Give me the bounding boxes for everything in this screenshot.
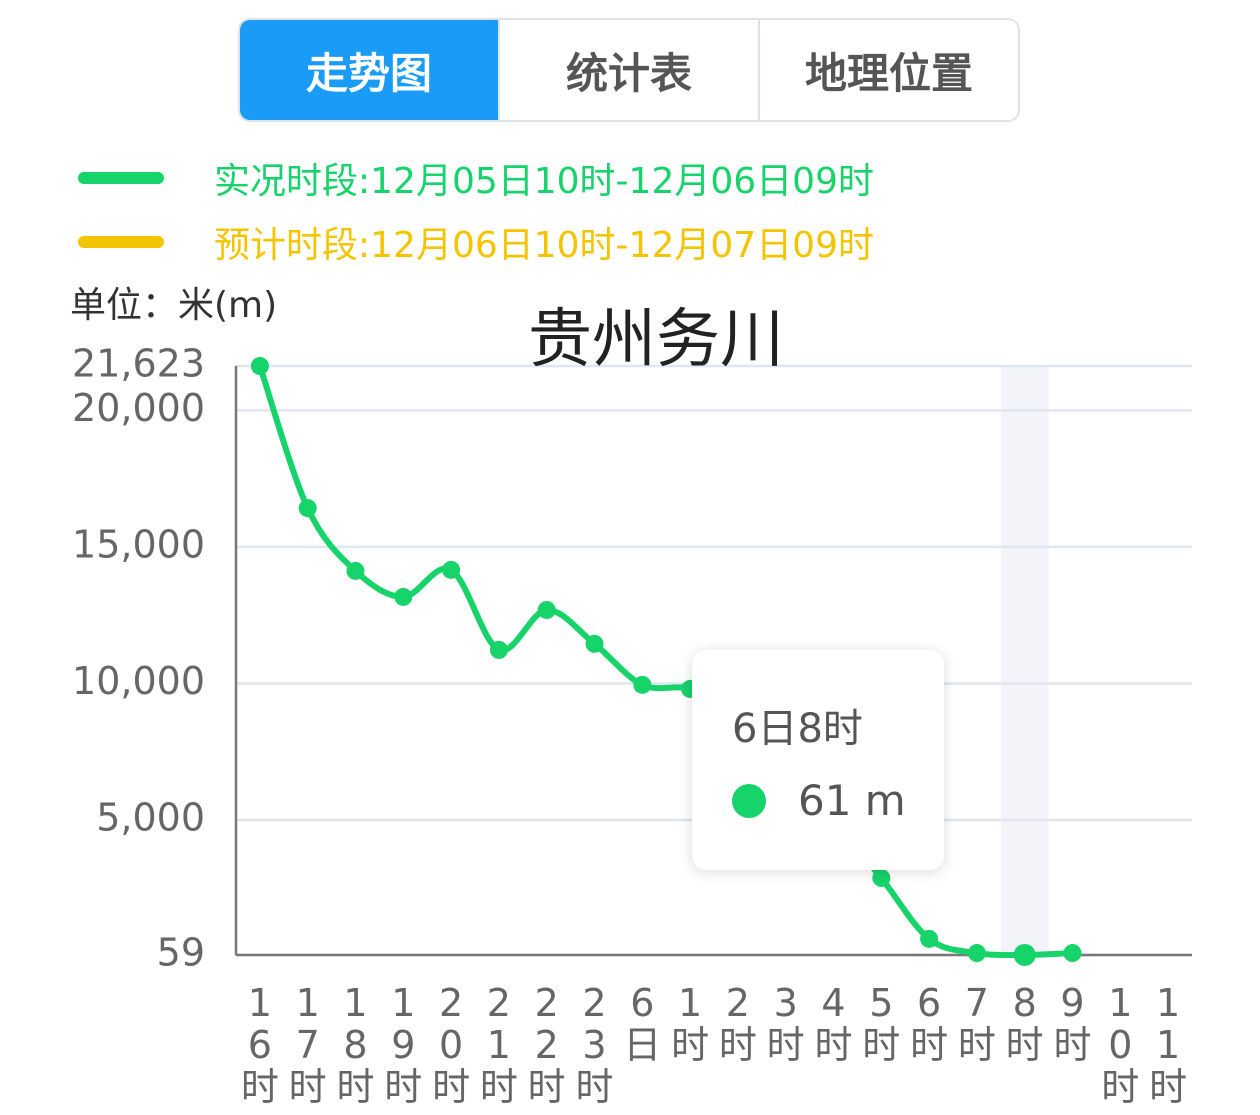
y-tick-label: 59 <box>157 931 205 975</box>
point <box>967 944 986 963</box>
point <box>633 675 652 694</box>
x-tick-label: 6时 <box>910 981 949 1067</box>
x-tick-label: 22时 <box>527 981 566 1109</box>
point <box>920 929 939 948</box>
point <box>298 499 317 518</box>
y-tick-label: 20,000 <box>72 386 205 430</box>
x-tick-label: 1时 <box>671 981 710 1067</box>
legend-label: 实况时段:12月05日10时-12月06日09时 <box>214 161 874 202</box>
point <box>346 561 365 580</box>
tooltip-value: 61 m <box>798 776 906 825</box>
y-tick-label: 10,000 <box>72 659 205 703</box>
x-tick-label: 23时 <box>575 981 614 1109</box>
point <box>872 868 891 887</box>
x-tick-label: 8时 <box>1005 981 1044 1067</box>
tab[interactable]: 走势图 <box>240 20 498 120</box>
x-tick-label: 6日 <box>623 981 662 1067</box>
tooltip-row: 61 m <box>732 776 944 825</box>
tooltip-title: 6日8时 <box>732 706 863 752</box>
x-tick-label: 18时 <box>336 981 375 1109</box>
x-tick-label: 17时 <box>288 981 327 1109</box>
point <box>489 640 508 659</box>
x-tick-label: 16时 <box>240 981 279 1109</box>
x-tick-label: 20时 <box>432 981 471 1109</box>
x-tick-label: 10时 <box>1101 981 1140 1109</box>
x-tick-label: 3时 <box>766 981 805 1067</box>
x-tick-label: 11时 <box>1149 981 1188 1109</box>
legend-label: 预计时段:12月06日10时-12月07日09时 <box>214 225 874 266</box>
y-tick-label: 5,000 <box>96 796 205 840</box>
legend-item: 实况时段:12月05日10时-12月06日09时 <box>78 152 874 204</box>
point <box>1013 943 1036 966</box>
x-tick-label: 7时 <box>957 981 996 1067</box>
hover-band <box>1000 366 1049 955</box>
legend-item: 预计时段:12月06日10时-12月07日09时 <box>78 216 874 268</box>
point <box>537 600 556 619</box>
legend-swatch <box>78 172 164 184</box>
x-tick-label: 21时 <box>479 981 518 1109</box>
tooltip: 6日8时 61 m <box>692 650 944 870</box>
point <box>1063 944 1082 963</box>
line <box>257 365 1073 959</box>
tab[interactable]: 地理位置 <box>758 20 1018 120</box>
legend-swatch <box>78 236 164 248</box>
tab-bar: 走势图 统计表 地理位置 <box>238 18 1020 122</box>
point <box>585 634 604 653</box>
x-tick-label: 4时 <box>814 981 853 1067</box>
tab[interactable]: 统计表 <box>498 20 758 120</box>
y-tick-label: 15,000 <box>72 522 205 566</box>
chart-title: 贵州务川 <box>528 303 784 377</box>
x-tick-label: 5时 <box>862 981 901 1067</box>
point <box>442 560 461 579</box>
x-tick-label: 2时 <box>718 981 757 1067</box>
point <box>250 357 269 375</box>
tooltip-dot <box>732 783 766 818</box>
point <box>394 587 413 606</box>
x-tick-label: 9时 <box>1053 981 1092 1067</box>
x-tick-label: 19时 <box>384 981 423 1109</box>
unit-label: 单位：米(m) <box>70 285 278 326</box>
y-tick-label: 21,623 <box>72 342 205 386</box>
